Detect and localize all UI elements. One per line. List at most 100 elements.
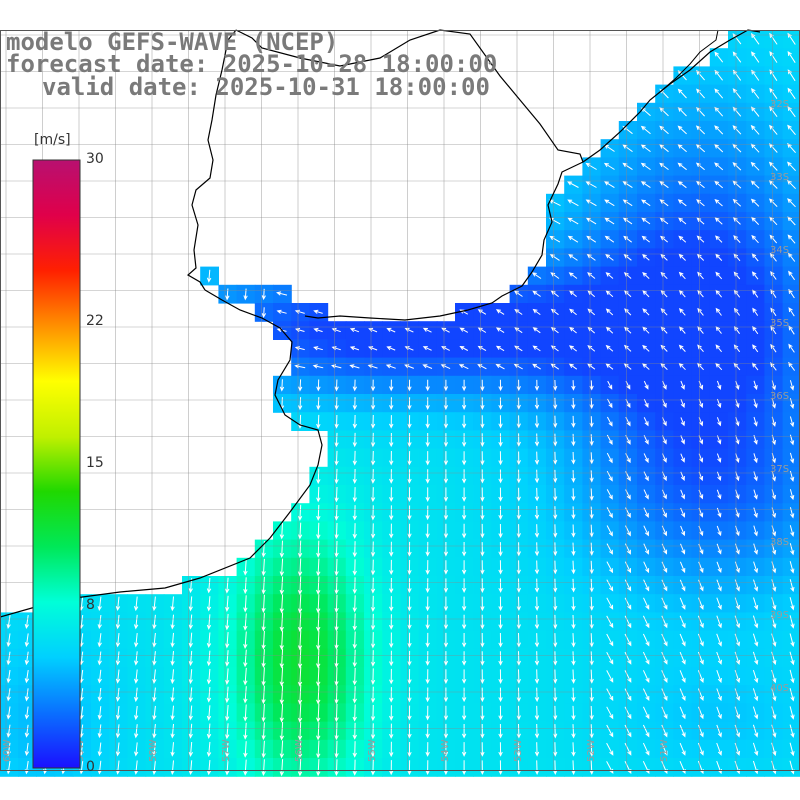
wind-arrow (352, 505, 357, 521)
wind-arrow (553, 614, 558, 630)
wind-arrow (6, 742, 11, 757)
wind-arrow (589, 633, 594, 648)
wind-arrow (643, 579, 650, 592)
wind-arrow (550, 327, 559, 334)
wind-arrow (480, 469, 485, 484)
wind-arrow (643, 380, 649, 390)
wind-arrow (352, 686, 357, 704)
wind-arrow (461, 742, 467, 757)
wind-arrow (750, 161, 760, 171)
wind-arrow (407, 523, 412, 539)
wind-arrow (752, 724, 759, 738)
wind-arrow (696, 217, 705, 225)
wind-arrow (425, 614, 430, 630)
wind-arrow (498, 578, 503, 593)
wind-arrow (225, 686, 230, 704)
wind-arrow (696, 253, 705, 261)
wind-arrow (680, 543, 686, 555)
colorbar-tick-label: 22 (86, 313, 104, 330)
wind-arrow (716, 688, 722, 702)
wind-arrow (370, 668, 376, 685)
wind-arrow (678, 217, 687, 225)
wind-arrow (714, 125, 724, 135)
wind-arrow (407, 451, 412, 466)
wind-arrow (352, 759, 357, 776)
wind-arrow (225, 595, 230, 612)
wind-arrow (389, 487, 394, 503)
valid-date: valid date: 2025-10-31 18:00:00 (42, 73, 490, 101)
wind-arrow (751, 51, 760, 63)
wind-arrow (589, 542, 594, 556)
wind-arrow (480, 578, 485, 593)
wind-arrow (714, 51, 724, 63)
wind-arrow (188, 614, 193, 630)
wind-arrow (624, 724, 632, 738)
wind-arrow (643, 417, 649, 427)
wind-arrow (789, 561, 795, 574)
wind-arrow (352, 631, 357, 650)
wind-arrow (715, 344, 722, 353)
wind-arrow (480, 760, 485, 775)
wind-arrow (606, 525, 613, 537)
wind-arrow (6, 706, 11, 720)
wind-arrow (316, 630, 321, 651)
wind-arrow (661, 724, 668, 738)
wind-arrow (733, 271, 741, 280)
wind-arrow (480, 687, 485, 703)
wind-arrow (789, 669, 795, 684)
wind-arrow (589, 742, 594, 757)
wind-arrow (498, 469, 503, 484)
wind-arrow (534, 469, 540, 484)
wind-arrow (461, 578, 467, 593)
wind-arrow (498, 596, 503, 612)
wind-arrow (206, 269, 212, 283)
wind-arrow (751, 271, 759, 280)
wind-arrow (334, 558, 339, 577)
wind-arrow (170, 632, 175, 648)
wind-arrow (352, 432, 357, 448)
wind-arrow (261, 722, 266, 741)
wind-arrow (134, 705, 139, 721)
wind-arrow (641, 217, 651, 225)
wind-arrow (243, 759, 248, 776)
wind-arrow (789, 597, 795, 611)
wind-arrow (461, 487, 467, 502)
wind-arrow (389, 559, 394, 576)
wind-arrow (513, 363, 523, 370)
wind-arrow (571, 742, 576, 757)
wind-arrow (334, 397, 339, 411)
wind-arrow (316, 379, 321, 392)
wind-arrow (443, 632, 449, 648)
wind-arrow (425, 632, 430, 648)
wind-arrow (459, 345, 469, 351)
wind-arrow (170, 669, 175, 685)
wind-arrow (659, 125, 669, 135)
wind-arrow (552, 415, 558, 429)
wind-arrow (134, 760, 139, 775)
wind-arrow (679, 651, 686, 665)
wind-arrow (297, 612, 303, 632)
wind-arrow (206, 668, 212, 685)
wind-arrow (279, 558, 285, 577)
wind-arrow (789, 470, 795, 482)
wind-arrow (461, 397, 467, 410)
coast-uruguay (235, 29, 584, 321)
wind-arrow (316, 648, 321, 669)
wind-arrow (243, 704, 248, 722)
wind-arrow (680, 380, 685, 390)
wind-arrow (753, 453, 758, 464)
wind-arrow (334, 594, 339, 613)
wind-arrow (443, 415, 449, 429)
wind-arrow (606, 670, 614, 683)
wind-arrow (516, 596, 521, 612)
wind-arrow (750, 198, 760, 207)
wind-arrow (660, 344, 668, 352)
wind-arrow (753, 489, 758, 500)
wind-arrow (589, 687, 594, 702)
wind-arrow (643, 543, 649, 555)
wind-arrow (425, 505, 430, 521)
wind-arrow (752, 688, 759, 702)
wind-arrow (407, 632, 412, 648)
wind-arrow (480, 542, 485, 557)
wind-arrow (624, 597, 632, 610)
